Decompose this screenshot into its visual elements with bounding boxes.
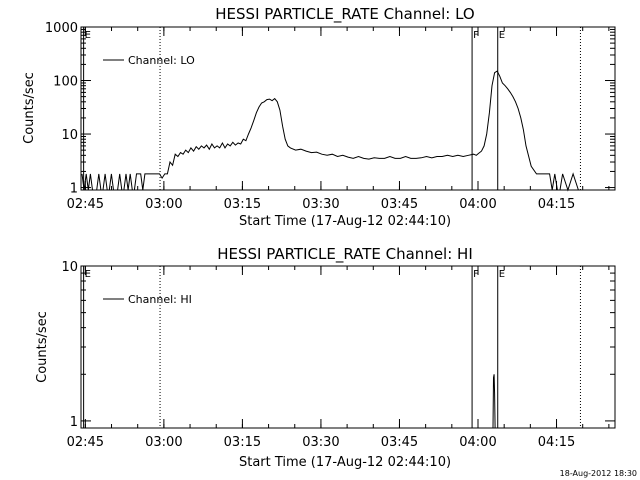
x-tick-label: 03:45	[381, 435, 418, 450]
x-tick-label: 04:15	[538, 197, 575, 212]
series-line	[492, 374, 496, 429]
x-tick-label: 02:45	[67, 197, 104, 212]
y-axis-label: Counts/sec	[22, 72, 37, 144]
plot-frame	[80, 26, 616, 191]
x-tick-label: 04:15	[538, 435, 575, 450]
marker-label: E	[85, 269, 91, 280]
chart-title: HESSI PARTICLE_RATE Channel: LO	[215, 5, 474, 24]
x-tick-label: 02:45	[67, 435, 104, 450]
footer-timestamp: 18-Aug-2012 18:30	[560, 469, 637, 478]
legend: Channel: LO	[103, 54, 195, 67]
x-tick-label: 03:45	[381, 197, 418, 212]
x-tick-label: 04:00	[459, 435, 496, 450]
y-axis-label: Counts/sec	[35, 311, 50, 383]
series-line	[81, 70, 581, 192]
marker-label: E	[499, 30, 505, 41]
x-axis-label: Start Time (17-Aug-12 02:44:10)	[239, 455, 451, 470]
legend: Channel: HI	[103, 293, 192, 306]
x-tick-label: 03:00	[145, 435, 182, 450]
legend-label: Channel: LO	[128, 54, 195, 67]
y-tick-label: 1	[70, 415, 78, 430]
y-tick-label: 10	[61, 128, 78, 143]
x-tick-label: 03:30	[302, 197, 339, 212]
marker-label: F	[473, 30, 479, 41]
y-tick-label: 100	[53, 75, 78, 90]
y-tick-label: 10	[61, 260, 78, 275]
x-tick-label: 03:00	[145, 197, 182, 212]
marker-label: F	[473, 269, 479, 280]
x-tick-label: 03:30	[302, 435, 339, 450]
marker-label: E	[499, 269, 505, 280]
legend-label: Channel: HI	[128, 293, 192, 306]
marker-label: E	[85, 30, 91, 41]
y-tick-label: 1	[70, 182, 78, 197]
y-tick-label: 1000	[45, 21, 78, 36]
x-tick-label: 03:15	[224, 197, 261, 212]
x-tick-label: 04:00	[459, 197, 496, 212]
chart-title: HESSI PARTICLE_RATE Channel: HI	[217, 245, 473, 264]
panel-lo: HESSI PARTICLE_RATE Channel: LO E F E 1 10 1…	[22, 5, 616, 229]
x-tick-label: 03:15	[224, 435, 261, 450]
plot-frame	[80, 265, 616, 429]
x-axis-label: Start Time (17-Aug-12 02:44:10)	[239, 214, 451, 229]
